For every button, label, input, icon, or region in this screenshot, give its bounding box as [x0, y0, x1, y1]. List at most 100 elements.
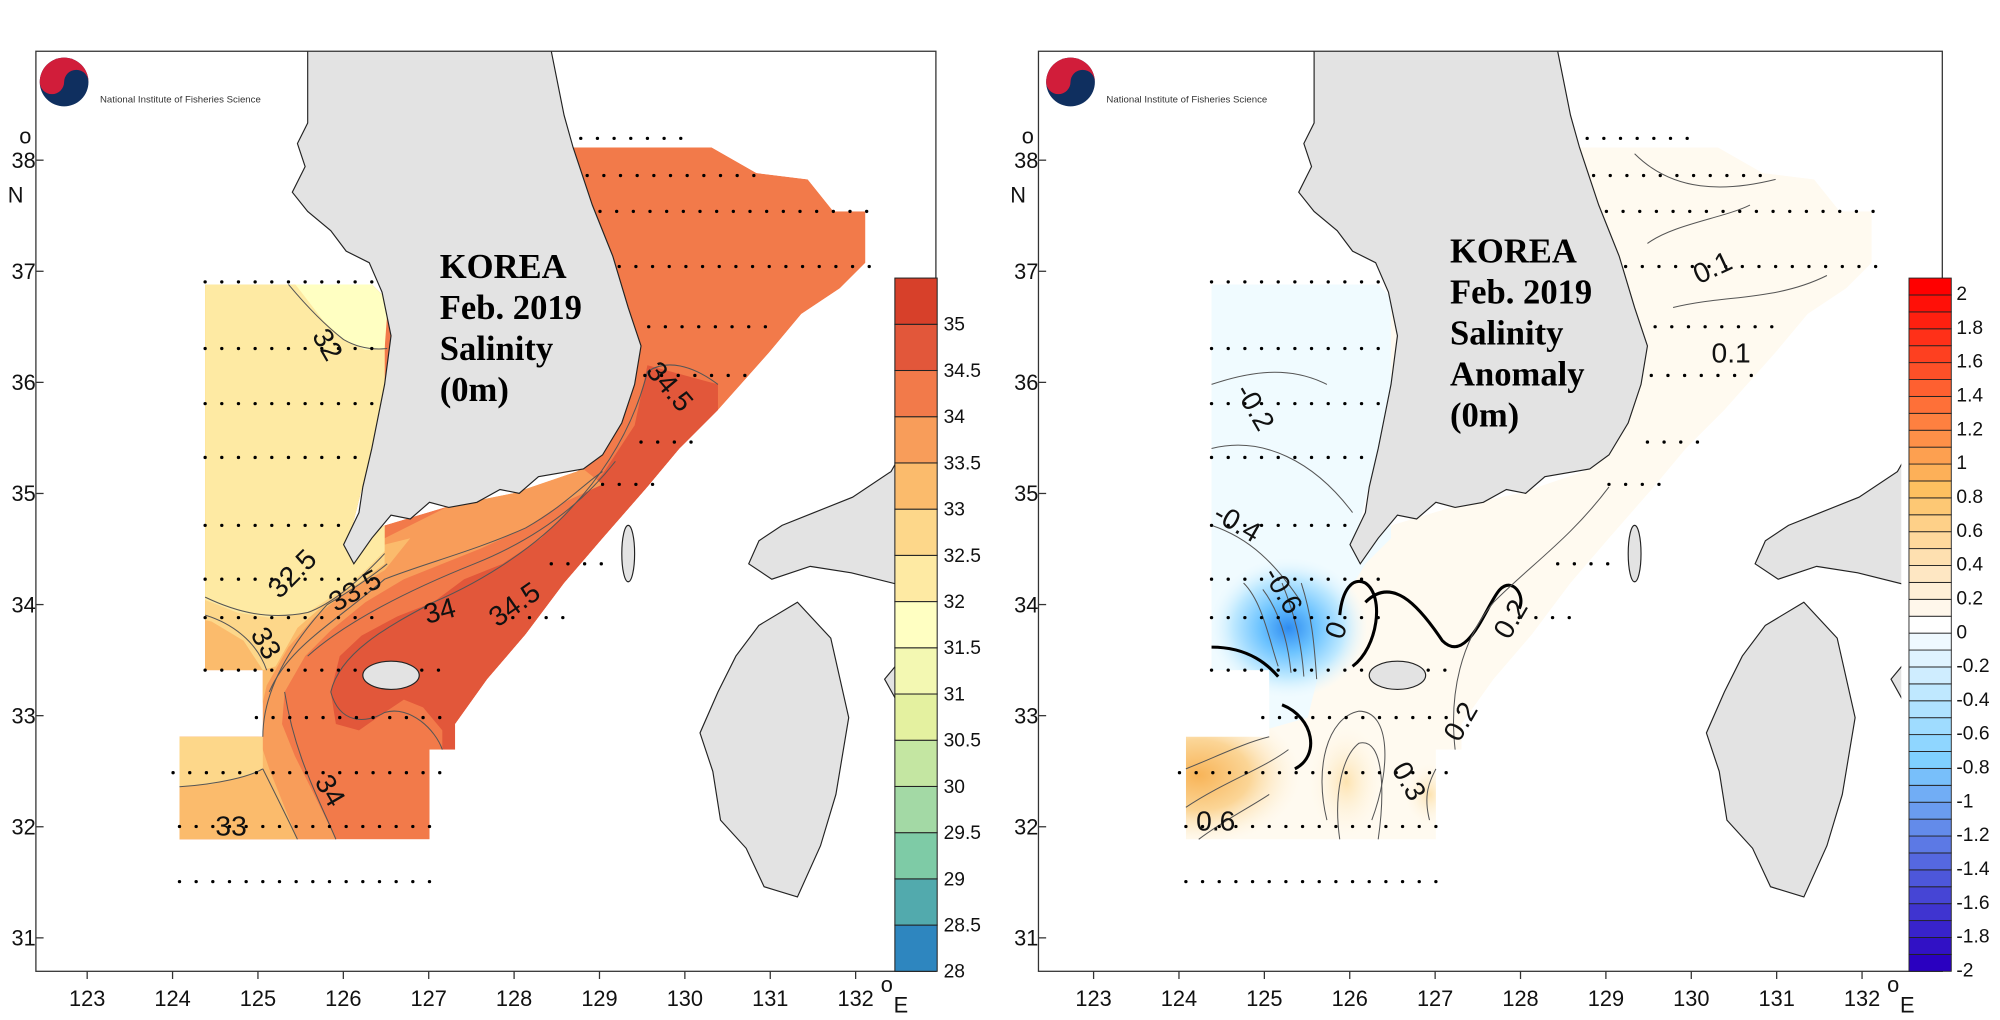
station-dot	[286, 523, 291, 528]
station-dot	[579, 136, 583, 141]
colorbar-cell	[894, 323, 938, 372]
colorbar-label: -0.8	[1956, 758, 1989, 779]
station-dot	[639, 440, 643, 444]
station-dot	[663, 325, 668, 329]
lon-tick-label: 128	[1502, 986, 1538, 1011]
station-dot	[1227, 771, 1232, 775]
station-dot	[1343, 401, 1347, 406]
station-dot	[1377, 771, 1382, 775]
lon-tick-label: 124	[1161, 986, 1197, 1011]
station-dot	[361, 879, 365, 884]
station-dot	[286, 668, 291, 672]
station-dot	[1757, 264, 1761, 269]
colorbar-cell	[1908, 852, 1952, 871]
station-dot	[1259, 455, 1264, 460]
station-dot	[1384, 824, 1388, 829]
lon-unit-label: E	[1900, 992, 1915, 1017]
station-dot	[1293, 577, 1297, 581]
station-dot	[715, 209, 719, 214]
station-dot	[320, 346, 324, 351]
station-dot	[220, 455, 224, 460]
station-dot	[253, 401, 257, 406]
station-dot	[650, 482, 655, 487]
station-dot	[599, 562, 603, 566]
station-dot	[1367, 824, 1371, 829]
colorbar-label: 0.8	[1956, 487, 1983, 508]
lon-tick-label: 130	[667, 986, 703, 1011]
station-dot	[320, 615, 324, 620]
station-dot	[1334, 879, 1338, 884]
station-dot	[303, 577, 307, 581]
station-dot	[1657, 482, 1661, 487]
station-dot	[1243, 577, 1247, 581]
station-dot	[253, 455, 257, 460]
station-dot	[1604, 209, 1609, 214]
station-dot	[303, 401, 307, 406]
station-dot	[1686, 325, 1691, 329]
colorbar-cell	[894, 832, 938, 880]
station-dot	[679, 136, 683, 141]
colorbar-cell	[894, 924, 938, 972]
station-dot	[303, 668, 307, 672]
station-dot	[1770, 325, 1774, 329]
station-dot	[1326, 668, 1330, 672]
colorbar-label: 29	[944, 869, 965, 890]
station-dot	[867, 264, 871, 269]
colorbar-label: 2	[1956, 284, 1967, 305]
station-dot	[726, 373, 730, 378]
station-dot	[1589, 562, 1593, 566]
station-dot	[680, 325, 684, 329]
station-dot	[684, 264, 688, 269]
colorbar-cell	[1908, 514, 1952, 533]
colorbar-cell	[894, 878, 938, 926]
station-dot	[585, 173, 589, 178]
station-dot	[220, 615, 224, 620]
station-dot	[1350, 879, 1355, 884]
station-dot	[598, 209, 602, 214]
station-dot	[1704, 209, 1709, 214]
station-dot	[436, 668, 441, 672]
station-dot	[1327, 771, 1332, 775]
station-dot	[1517, 615, 1521, 620]
station-dot	[336, 280, 341, 284]
station-dot	[320, 455, 324, 460]
station-dot	[1294, 715, 1298, 720]
station-dot	[177, 824, 182, 829]
station-dot	[361, 824, 365, 829]
station-dot	[1243, 523, 1247, 528]
station-dot	[303, 280, 307, 284]
contour-label: 34	[420, 591, 459, 630]
station-dot	[643, 373, 647, 378]
station-dot	[1209, 523, 1214, 528]
contour-label: 0.1	[1712, 337, 1751, 369]
station-dot	[211, 824, 215, 829]
contour-lines	[1185, 153, 1828, 840]
colorbar-cell	[1908, 937, 1952, 955]
station-dot	[236, 401, 241, 406]
station-dot	[1640, 264, 1644, 269]
colorbar-cell	[1908, 565, 1952, 583]
station-dot	[763, 325, 768, 329]
station-dot	[1226, 523, 1230, 528]
station-dot	[1300, 824, 1305, 829]
colorbar-label: 34	[944, 407, 966, 428]
station-dot	[647, 325, 651, 329]
station-dot	[336, 401, 341, 406]
station-dot	[377, 824, 382, 829]
station-dot	[236, 577, 241, 581]
station-dot	[1668, 136, 1673, 141]
station-dot	[1226, 280, 1230, 284]
colorbar-label: 1.6	[1956, 352, 1983, 373]
lon-tick-label: 126	[325, 986, 361, 1011]
lat-tick-label: 34	[12, 592, 36, 617]
station-dot	[1670, 325, 1674, 329]
station-dot	[685, 173, 689, 178]
station-dot	[1344, 715, 1348, 720]
station-dot	[1226, 455, 1230, 460]
station-dot	[1725, 173, 1729, 178]
station-dot	[271, 715, 275, 720]
station-dot	[1334, 824, 1338, 829]
station-dot	[615, 209, 619, 214]
station-dot	[1707, 264, 1711, 269]
